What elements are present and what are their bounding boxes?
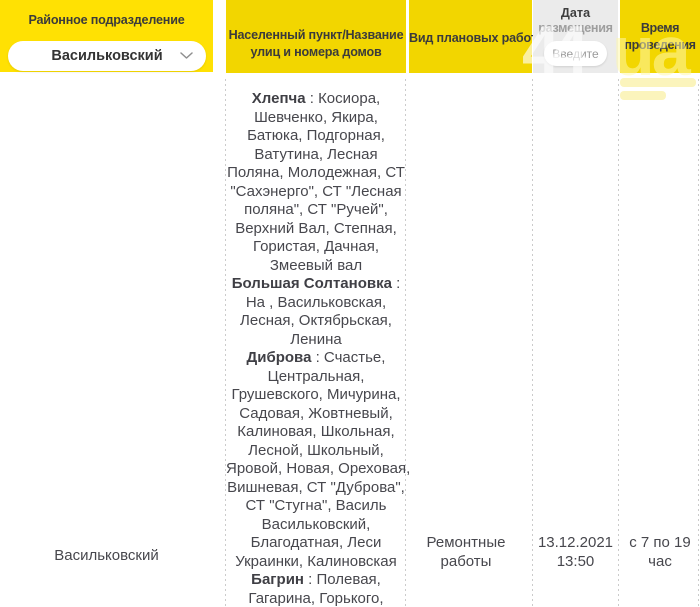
time-column-title-line1: Время [640, 21, 680, 35]
header-work-type-column: Вид плановых работ [409, 0, 537, 73]
time-range-cell: с 7 по 19 час [629, 534, 691, 570]
column-divider [225, 79, 226, 607]
chevron-down-icon [180, 52, 193, 60]
district-cell: Васильковский [54, 547, 159, 564]
work-type-cell: Ремонтные работы [426, 534, 506, 570]
district-select-value: Васильковский [51, 48, 163, 64]
site-watermark-caption-line2 [620, 91, 666, 100]
header-district-column: Районное подразделение Васильковский [0, 0, 213, 72]
column-divider [532, 79, 533, 607]
header-posted-date-column: Дата размещения [533, 0, 618, 73]
posted-date-title-line1: Дата [560, 6, 591, 20]
settlement-column-title-line1: Населенный пункт/Название [228, 28, 404, 42]
settlement-column-title-line2: улиц и номера домов [250, 45, 382, 59]
district-column-title: Районное подразделение [28, 13, 185, 27]
site-watermark-caption-line1 [620, 78, 696, 87]
header-time-column: Время проведения [620, 0, 700, 73]
column-divider [618, 79, 619, 607]
column-divider [698, 79, 699, 607]
posted-date-cell: 13.12.2021 13:50 [537, 534, 614, 570]
time-column-title-line2: проведения [624, 38, 696, 52]
district-select[interactable]: Васильковский [8, 41, 206, 71]
streets-cell: Хлепча : Косиора, Шевченко, Якира, Батюка,… [226, 90, 411, 607]
posted-date-filter-input[interactable] [544, 41, 607, 66]
header-settlement-column: Населенный пункт/Название улиц и номера … [226, 0, 406, 73]
work-type-column-title: Вид плановых работ [409, 31, 537, 45]
posted-date-title-line2: размещения [538, 21, 613, 35]
column-divider [405, 79, 406, 607]
